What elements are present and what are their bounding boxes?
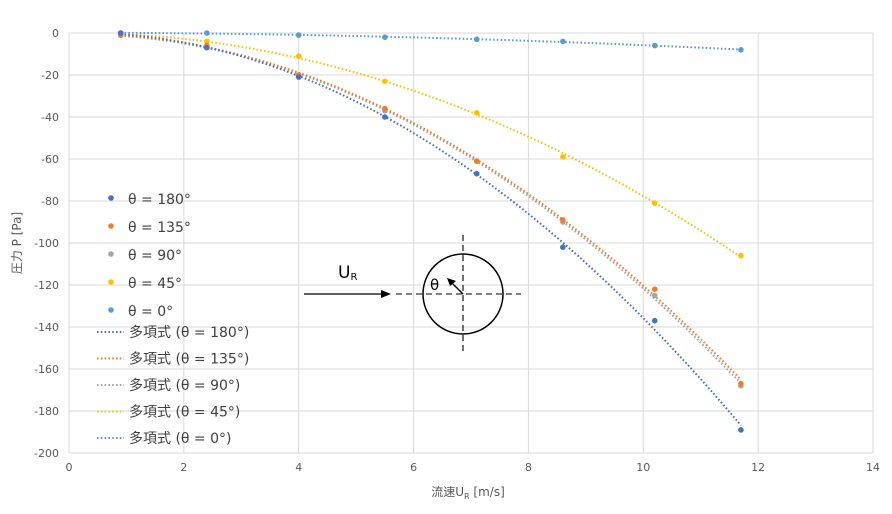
data-point xyxy=(560,39,566,45)
data-point xyxy=(204,45,210,51)
y-tick-label: -20 xyxy=(41,69,59,82)
data-point xyxy=(382,79,388,85)
data-point xyxy=(382,34,388,40)
y-tick-label: -40 xyxy=(41,111,59,124)
legend-label: θ = 0° xyxy=(128,304,173,320)
data-point xyxy=(296,53,302,59)
data-point xyxy=(652,293,658,299)
data-points xyxy=(118,30,744,433)
x-tick-label: 4 xyxy=(295,461,302,474)
legend-label: 多項式 (θ = 0°) xyxy=(129,430,231,447)
legend-label: θ = 135° xyxy=(128,220,191,236)
data-point xyxy=(296,74,302,80)
flow-label: UR xyxy=(338,263,357,283)
data-point xyxy=(738,47,744,53)
legend-label: 多項式 (θ = 90°) xyxy=(129,377,240,394)
data-point xyxy=(652,200,658,206)
y-tick-label: -60 xyxy=(41,153,59,166)
data-point xyxy=(560,244,566,250)
y-tick-label: -180 xyxy=(34,405,59,418)
data-point xyxy=(118,30,124,36)
trendline xyxy=(121,33,741,50)
data-point xyxy=(474,158,480,164)
legend-label: 多項式 (θ = 180°) xyxy=(129,324,249,341)
data-point xyxy=(474,37,480,43)
legend-label: θ = 45° xyxy=(128,276,182,292)
x-tick-label: 2 xyxy=(180,461,187,474)
data-point xyxy=(652,318,658,324)
y-tick-label: 0 xyxy=(52,27,59,40)
x-tick-label: 14 xyxy=(866,461,880,474)
data-point xyxy=(652,286,658,292)
x-tick-label: 12 xyxy=(751,461,765,474)
legend: θ = 180° θ = 135° θ = 90° θ = 45° θ = 0° 多項式 … xyxy=(97,192,249,447)
x-tick-label: 6 xyxy=(410,461,417,474)
data-point xyxy=(296,32,302,38)
y-tick-label: -80 xyxy=(41,195,59,208)
legend-label: 多項式 (θ = 45°) xyxy=(129,404,240,421)
data-point xyxy=(382,114,388,120)
data-point xyxy=(560,217,566,223)
data-point xyxy=(204,30,210,36)
data-point xyxy=(382,106,388,112)
trendline xyxy=(121,34,741,257)
x-tick-label: 8 xyxy=(525,461,532,474)
y-tick-label: -160 xyxy=(34,363,59,376)
x-axis-label: 流速UR [m/s] xyxy=(431,485,505,501)
data-point xyxy=(474,110,480,116)
flow-arrow-head xyxy=(381,290,391,298)
data-point xyxy=(560,154,566,160)
legend-label: 多項式 (θ = 135°) xyxy=(129,351,249,368)
y-tick-label: -100 xyxy=(34,237,59,250)
data-point xyxy=(738,427,744,433)
y-tick-label: -200 xyxy=(34,447,59,460)
legend-label: θ = 180° xyxy=(128,192,191,208)
legend-marker xyxy=(108,307,114,313)
legend-marker xyxy=(108,223,114,229)
y-tick-label: -120 xyxy=(34,279,59,292)
data-point xyxy=(474,171,480,177)
data-point xyxy=(738,381,744,387)
legend-marker xyxy=(108,279,114,285)
legend-label: θ = 90° xyxy=(128,248,182,264)
y-tick-label: -140 xyxy=(34,321,59,334)
data-point xyxy=(738,253,744,259)
x-tick-label: 0 xyxy=(66,461,73,474)
y-axis-label: 圧力 P [Pa] xyxy=(10,212,24,274)
cylinder-diagram: UR θ xyxy=(304,235,521,352)
legend-marker xyxy=(108,251,114,257)
legend-marker xyxy=(108,195,114,201)
data-point xyxy=(652,43,658,49)
angle-label: θ xyxy=(430,276,439,294)
x-tick-label: 10 xyxy=(636,461,650,474)
